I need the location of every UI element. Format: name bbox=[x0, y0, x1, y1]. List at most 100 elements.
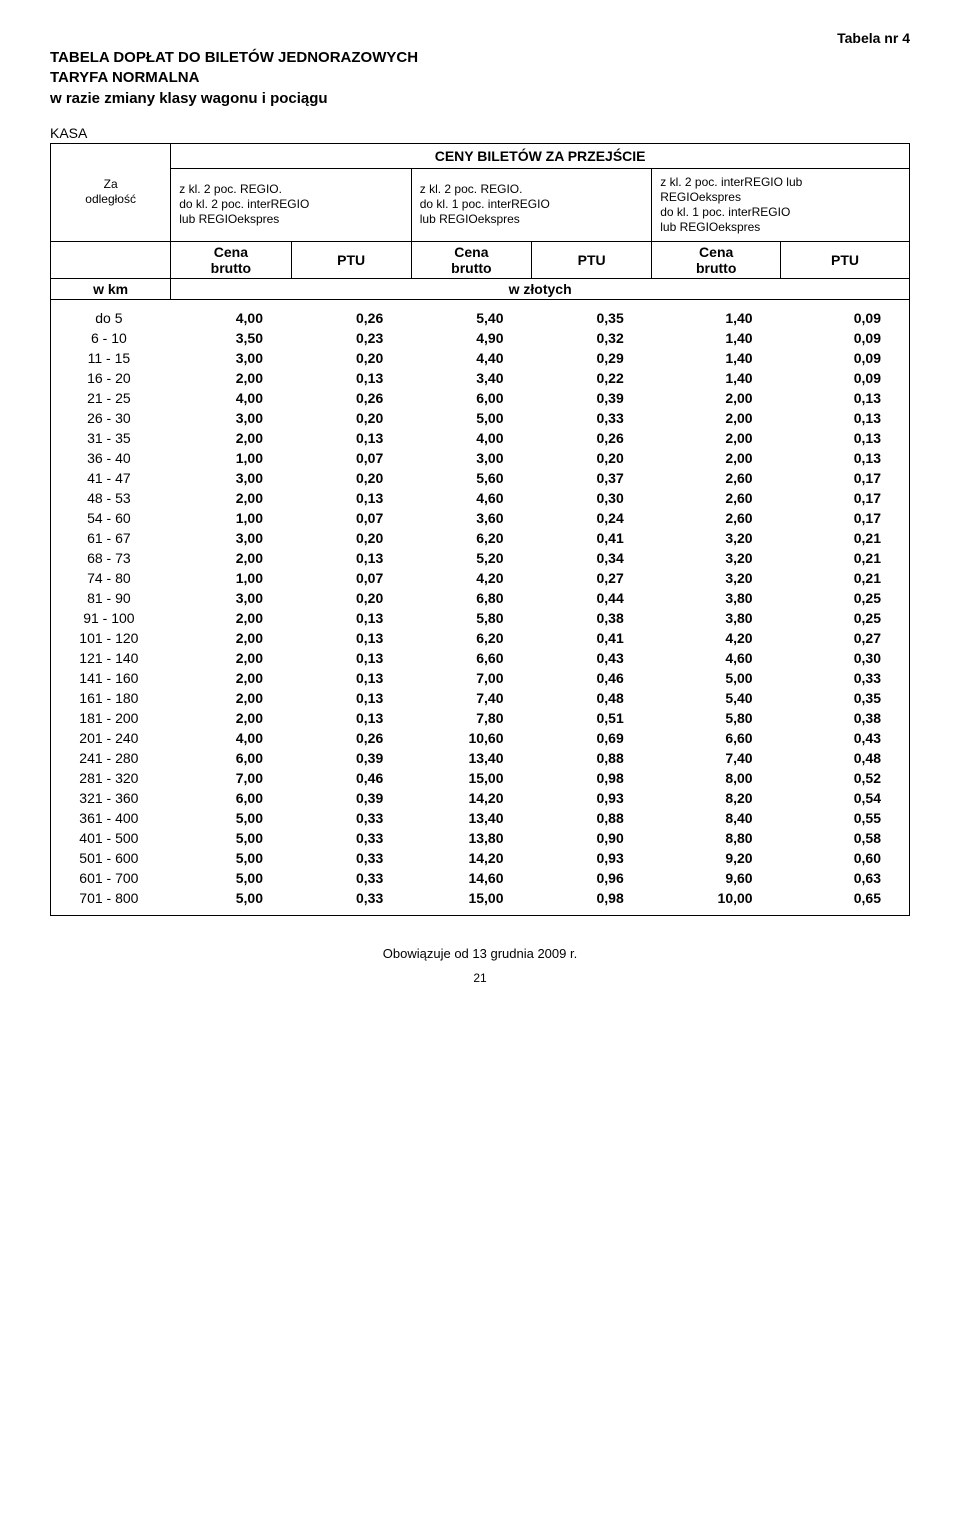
value-cell: 0,20 bbox=[291, 348, 411, 368]
value-cell: 3,50 bbox=[171, 328, 291, 348]
value-cell: 13,80 bbox=[411, 828, 531, 848]
table-row: 701 - 8005,000,3315,000,9810,000,65 bbox=[51, 888, 910, 908]
value-cell: 2,60 bbox=[652, 468, 781, 488]
value-cell: 2,60 bbox=[652, 488, 781, 508]
empty-sub bbox=[51, 241, 171, 278]
value-cell: 2,00 bbox=[171, 548, 291, 568]
value-cell: 1,40 bbox=[652, 308, 781, 328]
table-row: 241 - 2806,000,3913,400,887,400,48 bbox=[51, 748, 910, 768]
value-cell: 3,20 bbox=[652, 548, 781, 568]
table-row: 68 - 732,000,135,200,343,200,21 bbox=[51, 548, 910, 568]
value-cell: 3,20 bbox=[652, 568, 781, 588]
value-cell: 5,60 bbox=[411, 468, 531, 488]
title-line-2: TARYFA NORMALNA bbox=[50, 68, 910, 88]
value-cell: 0,98 bbox=[532, 888, 652, 908]
title-line-1: TABELA DOPŁAT DO BILETÓW JEDNORAZOWYCH bbox=[50, 48, 910, 68]
value-cell: 0,65 bbox=[781, 888, 910, 908]
value-cell: 0,21 bbox=[781, 548, 910, 568]
wkm-label: w km bbox=[51, 278, 171, 299]
value-cell: 2,00 bbox=[652, 448, 781, 468]
value-cell: 0,24 bbox=[532, 508, 652, 528]
value-cell: 0,48 bbox=[781, 748, 910, 768]
value-cell: 0,33 bbox=[291, 888, 411, 908]
value-cell: 0,13 bbox=[291, 428, 411, 448]
ch3-l2: REGIOekspres bbox=[660, 190, 901, 205]
value-cell: 1,40 bbox=[652, 348, 781, 368]
value-cell: 0,13 bbox=[291, 368, 411, 388]
value-cell: 0,13 bbox=[291, 548, 411, 568]
value-cell: 4,90 bbox=[411, 328, 531, 348]
value-cell: 1,40 bbox=[652, 368, 781, 388]
value-cell: 0,13 bbox=[291, 628, 411, 648]
col-header-2: z kl. 2 poc. REGIO. do kl. 1 poc. interR… bbox=[411, 168, 652, 241]
value-cell: 0,13 bbox=[291, 608, 411, 628]
value-cell: 0,35 bbox=[532, 308, 652, 328]
value-cell: 8,80 bbox=[652, 828, 781, 848]
value-cell: 6,00 bbox=[171, 788, 291, 808]
value-cell: 0,98 bbox=[532, 768, 652, 788]
value-cell: 0,25 bbox=[781, 608, 910, 628]
value-cell: 13,40 bbox=[411, 748, 531, 768]
range-cell: 91 - 100 bbox=[51, 608, 171, 628]
table-row: 121 - 1402,000,136,600,434,600,30 bbox=[51, 648, 910, 668]
value-cell: 4,20 bbox=[652, 628, 781, 648]
cena2a: Cena bbox=[418, 244, 525, 260]
cena1a: Cena bbox=[177, 244, 284, 260]
value-cell: 0,26 bbox=[291, 388, 411, 408]
table-row: 41 - 473,000,205,600,372,600,17 bbox=[51, 468, 910, 488]
tabela-number: Tabela nr 4 bbox=[50, 30, 910, 46]
value-cell: 0,09 bbox=[781, 308, 910, 328]
range-cell: 161 - 180 bbox=[51, 688, 171, 708]
value-cell: 7,40 bbox=[411, 688, 531, 708]
value-cell: 5,00 bbox=[171, 808, 291, 828]
table-row: 501 - 6005,000,3314,200,939,200,60 bbox=[51, 848, 910, 868]
value-cell: 4,60 bbox=[411, 488, 531, 508]
value-cell: 0,34 bbox=[532, 548, 652, 568]
data-table: do 54,000,265,400,351,400,096 - 103,500,… bbox=[50, 300, 910, 917]
value-cell: 3,40 bbox=[411, 368, 531, 388]
value-cell: 0,54 bbox=[781, 788, 910, 808]
table-row: 26 - 303,000,205,000,332,000,13 bbox=[51, 408, 910, 428]
value-cell: 0,43 bbox=[781, 728, 910, 748]
value-cell: 2,00 bbox=[171, 708, 291, 728]
table-row: 601 - 7005,000,3314,600,969,600,63 bbox=[51, 868, 910, 888]
value-cell: 1,40 bbox=[652, 328, 781, 348]
value-cell: 7,80 bbox=[411, 708, 531, 728]
range-cell: 141 - 160 bbox=[51, 668, 171, 688]
range-cell: 21 - 25 bbox=[51, 388, 171, 408]
value-cell: 2,00 bbox=[171, 668, 291, 688]
value-cell: 5,00 bbox=[171, 868, 291, 888]
table-row: 11 - 153,000,204,400,291,400,09 bbox=[51, 348, 910, 368]
table-row: do 54,000,265,400,351,400,09 bbox=[51, 308, 910, 328]
table-row: 101 - 1202,000,136,200,414,200,27 bbox=[51, 628, 910, 648]
value-cell: 5,40 bbox=[652, 688, 781, 708]
value-cell: 0,37 bbox=[532, 468, 652, 488]
value-cell: 0,07 bbox=[291, 508, 411, 528]
cena2: Cena brutto bbox=[411, 241, 531, 278]
value-cell: 0,38 bbox=[532, 608, 652, 628]
value-cell: 3,00 bbox=[411, 448, 531, 468]
value-cell: 14,20 bbox=[411, 848, 531, 868]
value-cell: 2,00 bbox=[171, 688, 291, 708]
value-cell: 3,00 bbox=[171, 588, 291, 608]
value-cell: 4,20 bbox=[411, 568, 531, 588]
value-cell: 0,07 bbox=[291, 568, 411, 588]
value-cell: 0,20 bbox=[291, 408, 411, 428]
range-cell: 121 - 140 bbox=[51, 648, 171, 668]
range-cell: 501 - 600 bbox=[51, 848, 171, 868]
value-cell: 0,13 bbox=[781, 448, 910, 468]
value-cell: 0,13 bbox=[291, 688, 411, 708]
table-row: 401 - 5005,000,3313,800,908,800,58 bbox=[51, 828, 910, 848]
value-cell: 0,93 bbox=[532, 788, 652, 808]
value-cell: 5,00 bbox=[171, 888, 291, 908]
value-cell: 3,00 bbox=[171, 348, 291, 368]
range-cell: 11 - 15 bbox=[51, 348, 171, 368]
value-cell: 0,41 bbox=[532, 528, 652, 548]
value-cell: 3,00 bbox=[171, 408, 291, 428]
range-cell: 281 - 320 bbox=[51, 768, 171, 788]
range-cell: 61 - 67 bbox=[51, 528, 171, 548]
value-cell: 5,00 bbox=[411, 408, 531, 428]
ceny-banner: CENY BILETÓW ZA PRZEJŚCIE bbox=[171, 143, 910, 168]
table-row: 6 - 103,500,234,900,321,400,09 bbox=[51, 328, 910, 348]
table-row: 21 - 254,000,266,000,392,000,13 bbox=[51, 388, 910, 408]
